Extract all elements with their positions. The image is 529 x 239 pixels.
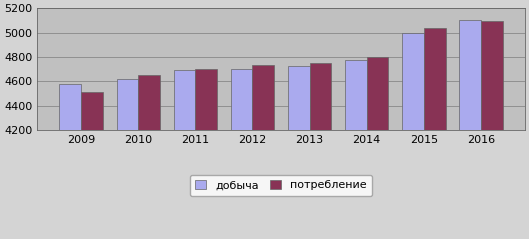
Bar [195,69,217,239]
Bar [402,33,424,239]
Bar [288,66,309,239]
Bar [309,63,331,239]
Bar [81,92,103,239]
Legend: добыча, потребление: добыча, потребление [190,175,372,196]
Bar [138,75,160,239]
Bar [367,57,388,239]
Bar [459,20,481,239]
Bar [424,28,445,239]
Bar [231,69,252,239]
Bar [174,70,195,239]
Bar [59,84,81,239]
Bar [116,79,138,239]
Bar [252,65,274,239]
Bar [345,60,367,239]
Bar [481,21,503,239]
